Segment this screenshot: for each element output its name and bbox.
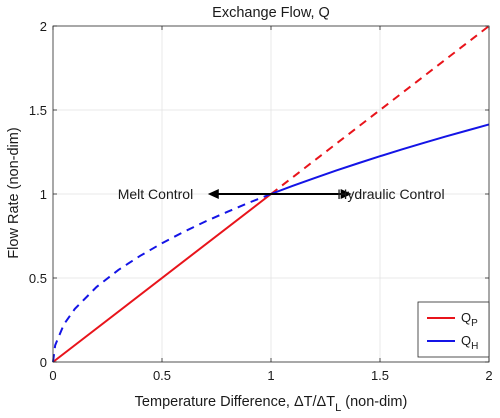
x-tick-label: 1 xyxy=(267,368,274,383)
y-axis-label: Flow Rate (non-dim) xyxy=(6,127,22,258)
y-tick-label: 2 xyxy=(40,19,47,34)
control-arrow xyxy=(207,189,352,199)
legend-label-qp-main: Q xyxy=(461,310,471,325)
x-tick-label: 0 xyxy=(49,368,56,383)
arrow-head-left xyxy=(207,189,219,199)
series-qh-dashed-line xyxy=(52,193,272,363)
y-tick-label: 0 xyxy=(40,355,47,370)
x-axis-label-main: Temperature Difference, xyxy=(135,394,294,410)
x-axis-label-tail: (non-dim) xyxy=(341,394,407,410)
y-tick-label: 1 xyxy=(40,187,47,202)
y-tick-label: 1.5 xyxy=(29,103,47,118)
legend-label-qh: QH xyxy=(461,333,478,352)
x-axis-label-sub: L xyxy=(335,402,341,414)
x-axis-label: Temperature Difference, ΔT/ΔTL (non-dim) xyxy=(135,394,408,414)
legend-label-qh-sub: H xyxy=(471,341,478,352)
legend: QP QH xyxy=(417,301,490,358)
legend-label-qh-main: Q xyxy=(461,333,471,348)
melt-control-annotation: Melt Control xyxy=(118,186,193,202)
x-tick-label: 1.5 xyxy=(371,368,389,383)
legend-label-qp: QP xyxy=(461,310,478,329)
arrow-head-right xyxy=(340,189,352,199)
y-tick-label: 0.5 xyxy=(29,271,47,286)
series-lines xyxy=(52,25,490,363)
x-axis-label-ratio: ΔT/ΔT xyxy=(294,394,335,410)
legend-label-qp-sub: P xyxy=(471,318,478,329)
x-tick-label: 2 xyxy=(485,368,492,383)
series-qh-solid-line xyxy=(270,123,490,195)
hydraulic-control-annotation: Hydraulic Control xyxy=(337,186,444,202)
x-tick-label: 0.5 xyxy=(153,368,171,383)
axis-ticks: 0 0.5 1 1.5 2 0 0.5 1 1.5 2 xyxy=(29,19,493,383)
series-qp-dashed-line xyxy=(270,25,490,195)
chart-title: Exchange Flow, Q xyxy=(212,5,330,21)
series-qp-solid-line xyxy=(52,193,272,363)
legend-box xyxy=(417,301,490,358)
